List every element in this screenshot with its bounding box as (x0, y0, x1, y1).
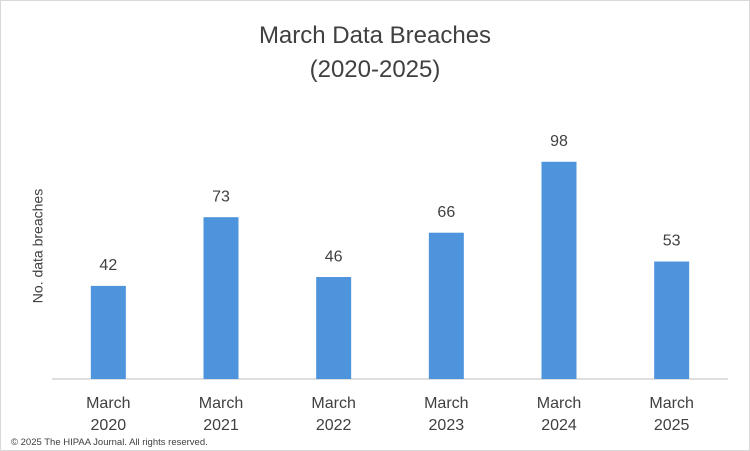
x-tick-label: March 2020 (86, 395, 131, 434)
bar (654, 261, 690, 379)
data-label: 98 (550, 133, 568, 150)
x-tick-label: March 2024 (536, 395, 582, 434)
x-tick-label: March 2021 (198, 395, 244, 434)
bar (428, 232, 464, 379)
bar (203, 217, 239, 379)
data-label: 66 (437, 204, 455, 221)
data-label: 46 (325, 248, 343, 265)
bar (316, 277, 352, 379)
footer: © 2025 The HIPAA Journal. All rights res… (11, 437, 208, 448)
x-tick-label: March 2022 (311, 395, 356, 434)
x-tick-label: March 2023 (424, 395, 469, 434)
bar (90, 285, 126, 379)
x-tick-label: March 2025 (649, 395, 694, 434)
data-label: 53 (663, 233, 681, 250)
y-axis-label: No. data breaches (30, 189, 46, 303)
chart-title: March Data Breaches (2020-2025) (258, 22, 492, 83)
data-label: 42 (99, 257, 117, 274)
data-label: 73 (212, 188, 230, 205)
bar (541, 161, 577, 379)
